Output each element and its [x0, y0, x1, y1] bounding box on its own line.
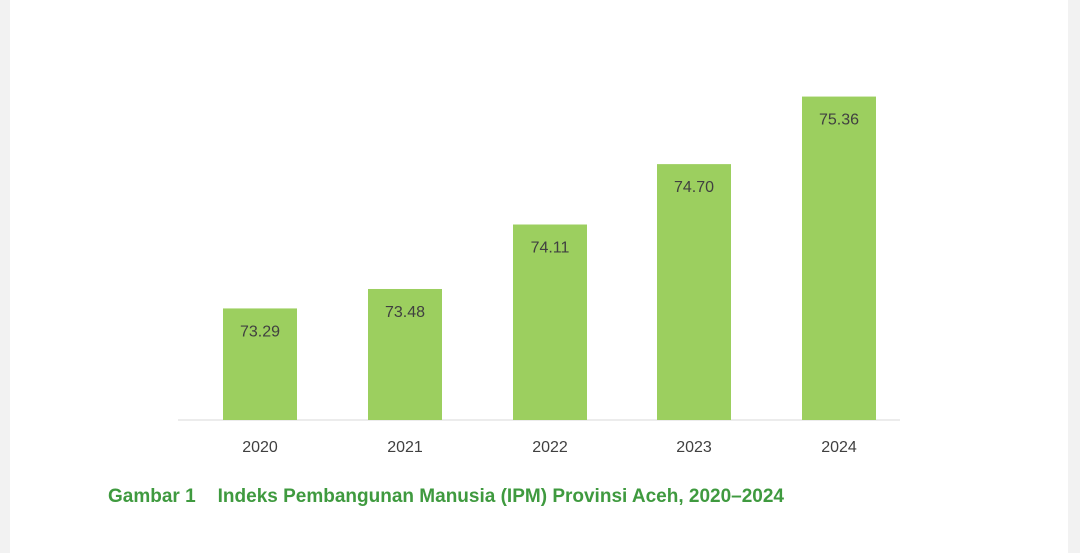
- bars-layer: [223, 96, 876, 421]
- value-label-2024: 75.36: [819, 112, 859, 129]
- value-label-2022: 74.11: [531, 240, 570, 257]
- bar-2024: [802, 96, 876, 421]
- bar-2023: [657, 164, 731, 420]
- x-tick-label-2022: 2022: [532, 439, 568, 456]
- figure-caption: Gambar 1 Indeks Pembangunan Manusia (IPM)…: [108, 486, 784, 508]
- x-tick-label-2021: 2021: [387, 439, 423, 456]
- bar-2022: [513, 224, 587, 420]
- x-tick-label-2023: 2023: [676, 439, 712, 456]
- bar-2021: [368, 288, 442, 420]
- x-tick-label-2024: 2024: [821, 439, 857, 456]
- value-labels-layer: 73.29 73.48 74.11 74.70 75.36: [240, 112, 859, 341]
- x-tick-label-2020: 2020: [242, 439, 278, 456]
- value-label-2023: 74.70: [674, 179, 714, 196]
- value-label-2020: 73.29: [240, 323, 280, 340]
- value-label-2021: 73.48: [385, 304, 425, 321]
- x-tick-labels-layer: 2020 2021 2022 2023 2024: [242, 439, 857, 456]
- page: 73.29 73.48 74.11 74.70 75.36 2020 2021 2022 20…: [10, 0, 1068, 553]
- bar-2020: [223, 308, 297, 420]
- caption-text: Indeks Pembangunan Manusia (IPM) Provins…: [217, 486, 784, 507]
- caption-number: Gambar 1: [108, 486, 196, 507]
